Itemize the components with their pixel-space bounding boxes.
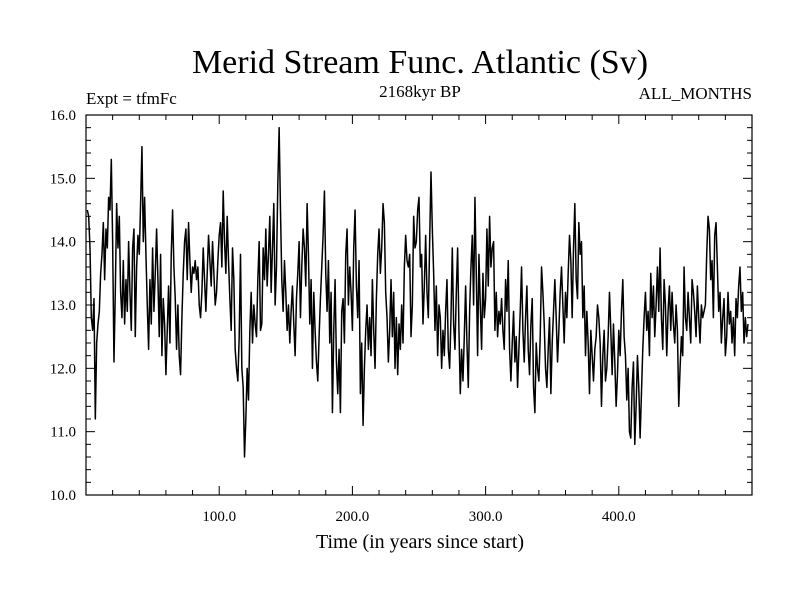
y-tick-label: 16.0 [50,108,76,124]
x-tick-label: 200.0 [336,509,370,525]
x-axis-tick-labels: 100.0 200.0 300.0 400.0 [202,509,635,525]
x-tick-label: 100.0 [202,509,236,525]
y-axis-tick-labels: 10.0 11.0 12.0 13.0 14.0 15.0 16.0 [50,108,76,504]
y-tick-label: 12.0 [50,361,76,377]
months-label: ALL_MONTHS [639,84,752,103]
y-tick-label: 10.0 [50,488,76,504]
y-tick-label: 11.0 [50,425,76,441]
chart-title: Merid Stream Func. Atlantic (Sv) [192,44,648,81]
y-tick-label: 14.0 [50,235,76,251]
x-tick-label: 300.0 [469,509,503,525]
series-line [86,126,749,458]
x-axis-ticks [112,115,726,495]
y-tick-label: 13.0 [50,298,76,314]
period-label: 2168kyr BP [379,82,461,101]
plot-frame [85,114,753,496]
x-axis-label: Time (in years since start) [316,531,524,553]
y-tick-label: 15.0 [50,171,76,187]
expt-label: Expt = tfmFc [86,89,177,108]
x-tick-label: 400.0 [602,509,636,525]
